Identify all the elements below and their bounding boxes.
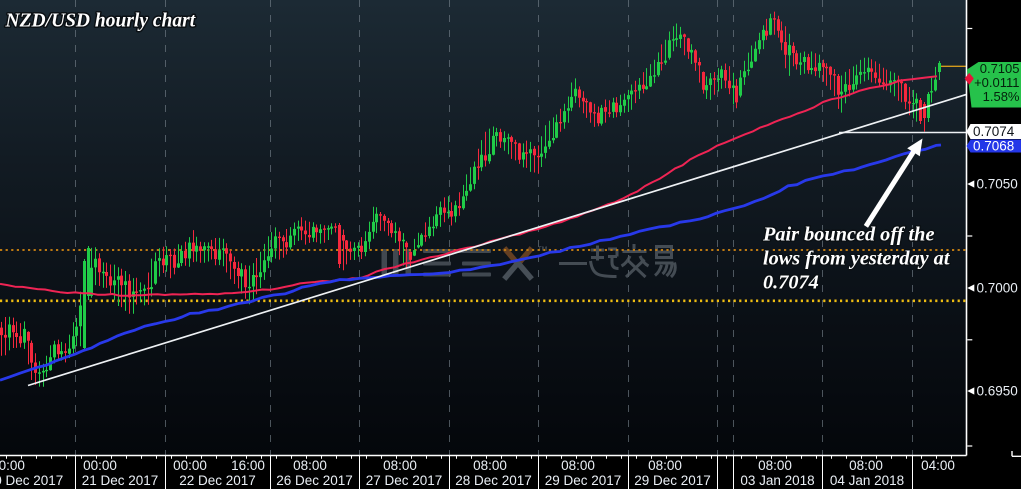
svg-text:08:00: 08:00 <box>648 458 682 473</box>
svg-text:29 Dec 2017: 29 Dec 2017 <box>634 473 711 488</box>
svg-text:08:00: 08:00 <box>473 458 507 473</box>
svg-text:08:00: 08:00 <box>383 458 417 473</box>
svg-text:08:00: 08:00 <box>758 458 792 473</box>
svg-text:00:00: 00:00 <box>0 458 25 473</box>
svg-text:1.58%: 1.58% <box>983 89 1020 104</box>
svg-text:0.7074: 0.7074 <box>973 124 1015 139</box>
svg-text:16:00: 16:00 <box>231 458 265 473</box>
svg-text:27 Dec 2017: 27 Dec 2017 <box>366 473 443 488</box>
svg-text:03 Jan 2018: 03 Jan 2018 <box>740 473 814 488</box>
svg-text:22 Dec 2017: 22 Dec 2017 <box>179 473 256 488</box>
svg-text:0.7068: 0.7068 <box>973 138 1014 153</box>
svg-text:lows from yesterday at: lows from yesterday at <box>763 248 951 270</box>
svg-text:0.7050: 0.7050 <box>977 177 1018 192</box>
svg-text:00:00: 00:00 <box>173 458 207 473</box>
svg-text:0.7074: 0.7074 <box>763 272 819 294</box>
svg-text:0.7105: 0.7105 <box>980 61 1020 76</box>
svg-text:04 Jan 2018: 04 Jan 2018 <box>830 473 904 488</box>
svg-text:21 Dec 2017: 21 Dec 2017 <box>82 473 159 488</box>
svg-text:08:00: 08:00 <box>293 458 327 473</box>
svg-text:+0.0111: +0.0111 <box>974 75 1019 90</box>
svg-text:04:00: 04:00 <box>921 458 955 473</box>
svg-text:0.7000: 0.7000 <box>977 281 1018 296</box>
svg-text:20 Dec 2017: 20 Dec 2017 <box>0 473 63 488</box>
svg-text:0.6950: 0.6950 <box>977 384 1018 399</box>
svg-text:Pair bounced off the: Pair bounced off the <box>762 224 934 246</box>
svg-text:™: ™ <box>537 245 548 257</box>
svg-text:08:00: 08:00 <box>849 458 883 473</box>
svg-text:08:00: 08:00 <box>561 458 595 473</box>
svg-text:NZD/USD hourly chart: NZD/USD hourly chart <box>5 11 196 32</box>
svg-text:29 Dec 2017: 29 Dec 2017 <box>545 473 622 488</box>
svg-text:00:00: 00:00 <box>83 458 117 473</box>
svg-text:28 Dec 2017: 28 Dec 2017 <box>455 473 532 488</box>
svg-text:26 Dec 2017: 26 Dec 2017 <box>276 473 353 488</box>
